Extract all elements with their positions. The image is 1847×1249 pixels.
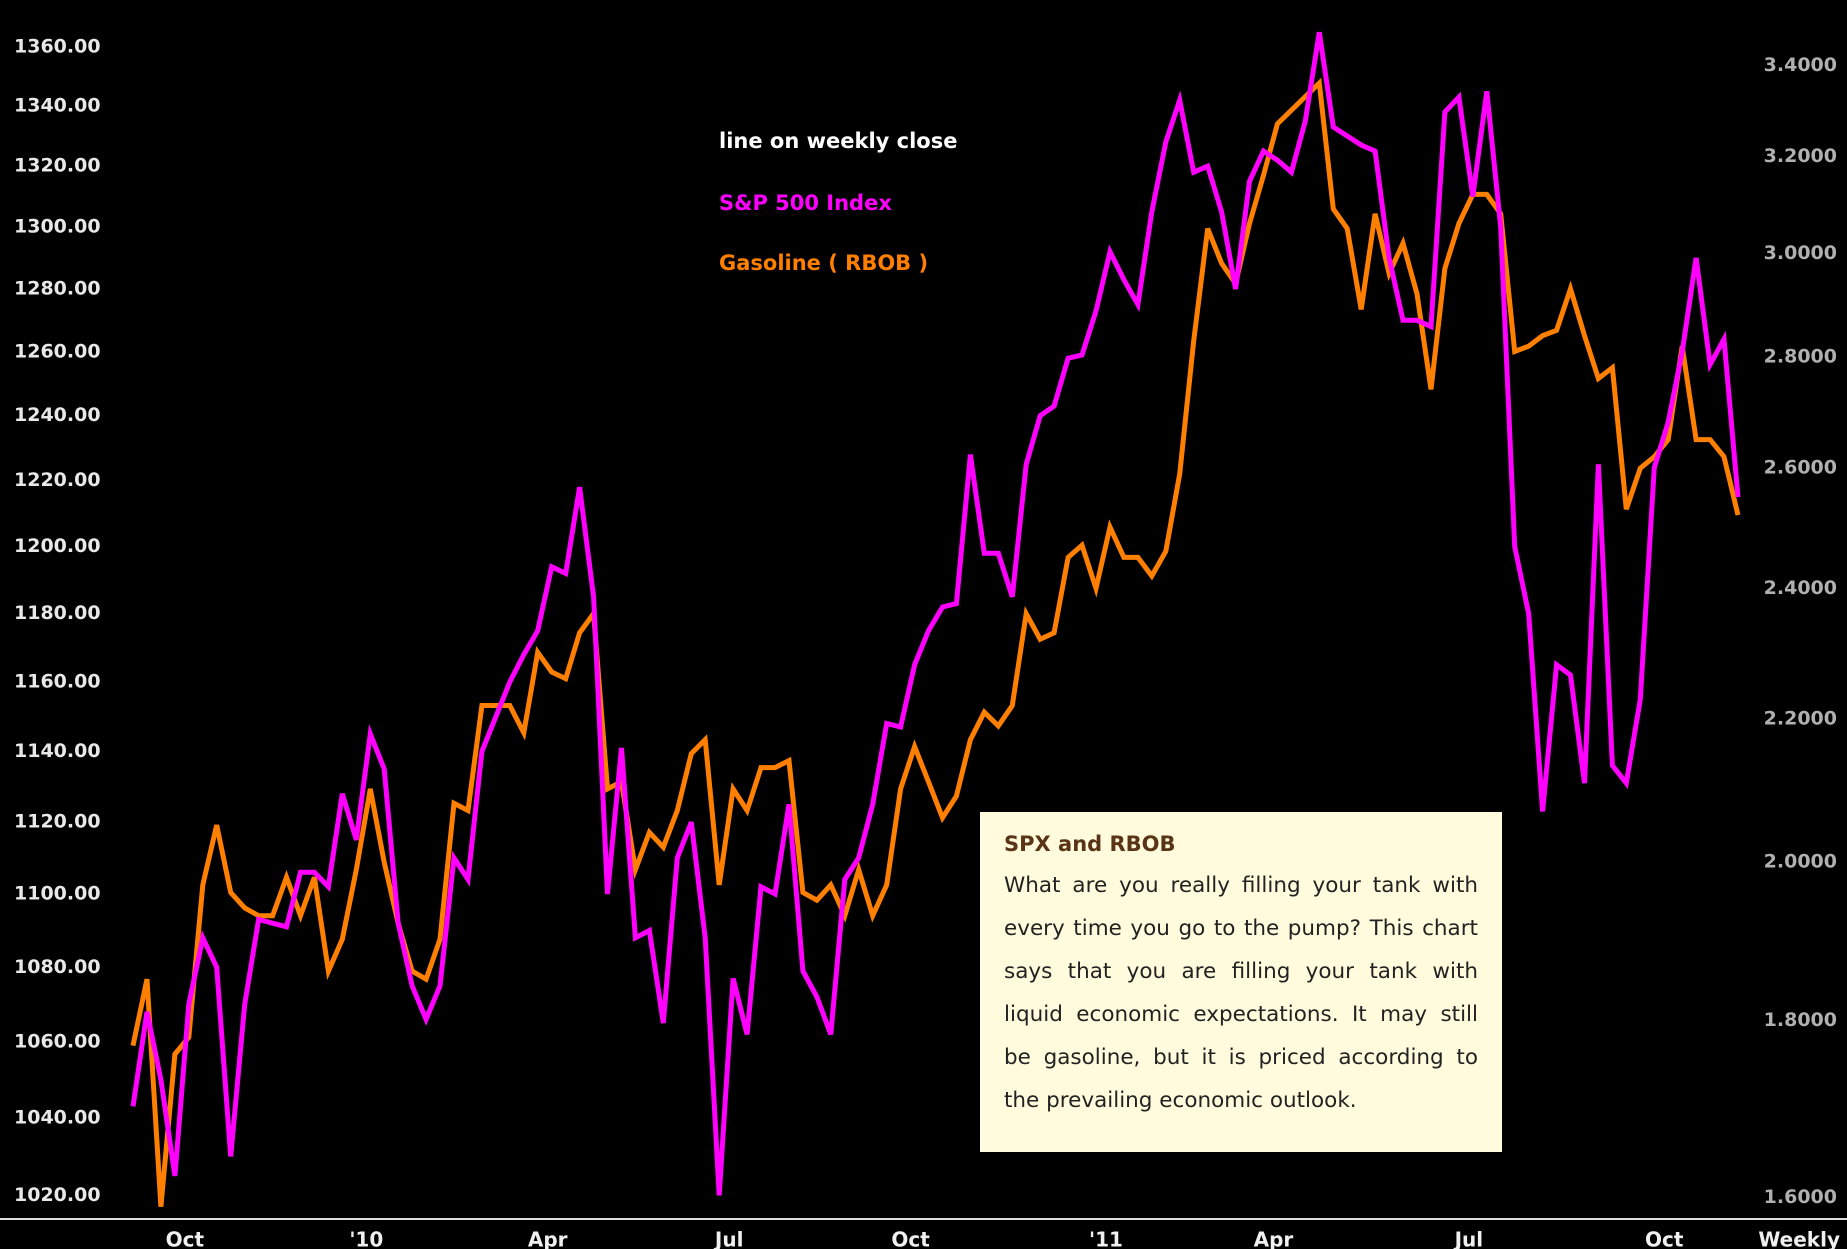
y2-tick-label: 3.4000 <box>1764 54 1837 76</box>
y-tick-label: 1280.00 <box>14 278 101 300</box>
note-body: What are you really filling your tank wi… <box>1004 873 1478 1113</box>
legend-entry: Gasoline ( RBOB ) <box>719 251 928 275</box>
y-tick-label: 1180.00 <box>14 602 101 624</box>
y-tick-label: 1060.00 <box>14 1030 101 1052</box>
y-tick-label: 1200.00 <box>14 535 101 557</box>
note-box: SPX and RBOB What are you really filling… <box>980 812 1502 1152</box>
y2-tick-label: 3.2000 <box>1764 145 1837 167</box>
y2-tick-label: 2.0000 <box>1764 851 1837 873</box>
y2-tick-label: 2.2000 <box>1764 708 1837 730</box>
y2-tick-label: 1.6000 <box>1764 1186 1837 1208</box>
y-tick-label: 1340.00 <box>14 95 101 117</box>
x-tick-label: Oct <box>1645 1228 1684 1249</box>
y-tick-label: 1140.00 <box>14 740 101 762</box>
x-tick-label: Jul <box>1453 1228 1484 1249</box>
note-title: SPX and RBOB <box>1004 832 1176 856</box>
x-axis-label: Weekly <box>1758 1228 1840 1249</box>
x-tick-label: Jul <box>713 1228 744 1249</box>
x-tick-label: Oct <box>891 1228 930 1249</box>
x-tick-label: Apr <box>1254 1228 1294 1249</box>
y-tick-label: 1220.00 <box>14 469 101 491</box>
y-tick-label: 1100.00 <box>14 883 101 905</box>
y2-tick-label: 2.4000 <box>1764 577 1837 599</box>
y-tick-label: 1240.00 <box>14 404 101 426</box>
legend-entry: S&P 500 Index <box>719 191 892 215</box>
y2-tick-label: 3.0000 <box>1764 242 1837 264</box>
y-tick-label: 1080.00 <box>14 956 101 978</box>
x-tick-label: Oct <box>166 1228 205 1249</box>
y-tick-label: 1160.00 <box>14 670 101 692</box>
annotation: line on weekly close <box>719 129 957 153</box>
series-line <box>130 31 1741 1196</box>
y-tick-label: 1120.00 <box>14 811 101 833</box>
y-tick-label: 1360.00 <box>14 35 101 57</box>
x-tick-label: Apr <box>528 1228 568 1249</box>
x-tick-label: '11 <box>1089 1228 1123 1249</box>
y-tick-label: 1260.00 <box>14 340 101 362</box>
y2-tick-label: 1.8000 <box>1764 1009 1837 1031</box>
y2-tick-label: 2.6000 <box>1764 457 1837 479</box>
y-tick-label: 1320.00 <box>14 155 101 177</box>
y-tick-label: 1020.00 <box>14 1184 101 1206</box>
y-tick-label: 1040.00 <box>14 1106 101 1128</box>
y-tick-label: 1300.00 <box>14 216 101 238</box>
y2-tick-label: 2.8000 <box>1764 345 1837 367</box>
x-tick-label: '10 <box>349 1228 383 1249</box>
